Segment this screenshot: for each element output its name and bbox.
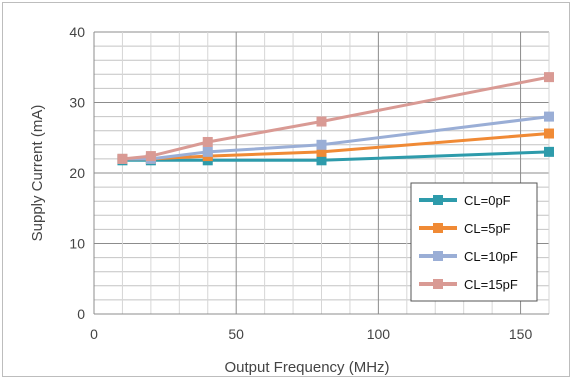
legend-swatch-marker	[433, 279, 443, 289]
data-point	[544, 146, 554, 157]
legend: CL=0pF CL=5pF CL=10pF CL=15pF	[410, 182, 538, 302]
data-point	[202, 146, 213, 157]
x-tick-label: 150	[509, 326, 533, 342]
y-tick-label: 20	[69, 165, 85, 181]
x-axis-title: Output Frequency (MHz)	[224, 359, 389, 376]
y-tick-label: 40	[69, 24, 85, 40]
x-tick-label: 100	[367, 326, 391, 342]
y-tick-label: 30	[69, 95, 85, 111]
data-point	[316, 139, 327, 150]
x-tick-label: 50	[228, 326, 244, 342]
data-point	[145, 151, 156, 162]
legend-swatch-marker	[433, 195, 443, 205]
legend-label: CL=0pF	[464, 193, 511, 208]
data-point	[544, 72, 554, 83]
legend-label: CL=10pF	[464, 249, 518, 264]
x-tick-label: 0	[90, 326, 98, 342]
data-point	[544, 128, 554, 139]
y-axis-title: Supply Current (mA)	[29, 105, 46, 242]
legend-box	[410, 182, 538, 302]
data-point	[544, 111, 554, 122]
series-group	[117, 72, 554, 166]
legend-swatch-marker	[433, 251, 443, 261]
tick-labels: 0 10 20 30 40 0 50 100 150	[69, 24, 532, 342]
y-tick-label: 0	[77, 306, 85, 322]
legend-label: CL=5pF	[464, 221, 511, 236]
data-point	[316, 116, 327, 127]
data-point	[117, 153, 128, 164]
legend-swatch-marker	[433, 223, 443, 233]
data-point	[316, 155, 327, 166]
data-point	[202, 136, 213, 147]
legend-label: CL=15pF	[464, 277, 518, 292]
data-point	[316, 146, 327, 157]
y-tick-label: 10	[69, 236, 85, 252]
